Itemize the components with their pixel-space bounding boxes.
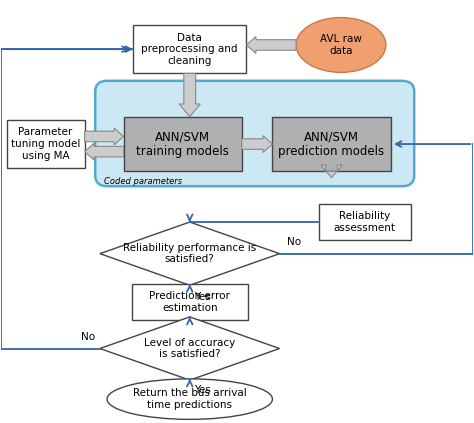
- FancyBboxPatch shape: [124, 117, 242, 171]
- FancyBboxPatch shape: [273, 117, 391, 171]
- Polygon shape: [179, 74, 201, 117]
- Text: Prediction error
estimation: Prediction error estimation: [149, 291, 230, 313]
- FancyBboxPatch shape: [132, 284, 247, 320]
- Text: Coded parameters: Coded parameters: [104, 177, 182, 187]
- Ellipse shape: [296, 18, 386, 72]
- Text: Yes: Yes: [194, 291, 211, 302]
- FancyBboxPatch shape: [95, 81, 414, 186]
- Text: ANN/SVM
prediction models: ANN/SVM prediction models: [278, 130, 384, 158]
- Text: ANN/SVM
training models: ANN/SVM training models: [136, 130, 229, 158]
- Text: Reliability
assessment: Reliability assessment: [334, 211, 396, 233]
- Text: Data
preprocessing and
cleaning: Data preprocessing and cleaning: [141, 33, 238, 66]
- Text: Reliability performance is
satisfied?: Reliability performance is satisfied?: [123, 243, 256, 264]
- Text: Yes: Yes: [194, 385, 211, 395]
- Polygon shape: [242, 136, 273, 152]
- FancyBboxPatch shape: [319, 204, 410, 240]
- Text: Return the bus arrival
time predictions: Return the bus arrival time predictions: [133, 388, 246, 410]
- Ellipse shape: [107, 379, 273, 419]
- FancyBboxPatch shape: [133, 25, 246, 74]
- Text: Level of accuracy
is satisfied?: Level of accuracy is satisfied?: [144, 338, 236, 359]
- FancyBboxPatch shape: [7, 120, 84, 168]
- Polygon shape: [100, 317, 280, 380]
- Text: Parameter
tuning model
using MA: Parameter tuning model using MA: [11, 127, 80, 161]
- Text: AVL raw
data: AVL raw data: [320, 34, 362, 56]
- Polygon shape: [246, 36, 296, 53]
- Polygon shape: [84, 143, 124, 160]
- Text: No: No: [287, 237, 301, 247]
- Polygon shape: [84, 128, 124, 145]
- Polygon shape: [100, 222, 280, 285]
- Polygon shape: [321, 165, 342, 178]
- Text: No: No: [81, 332, 95, 342]
